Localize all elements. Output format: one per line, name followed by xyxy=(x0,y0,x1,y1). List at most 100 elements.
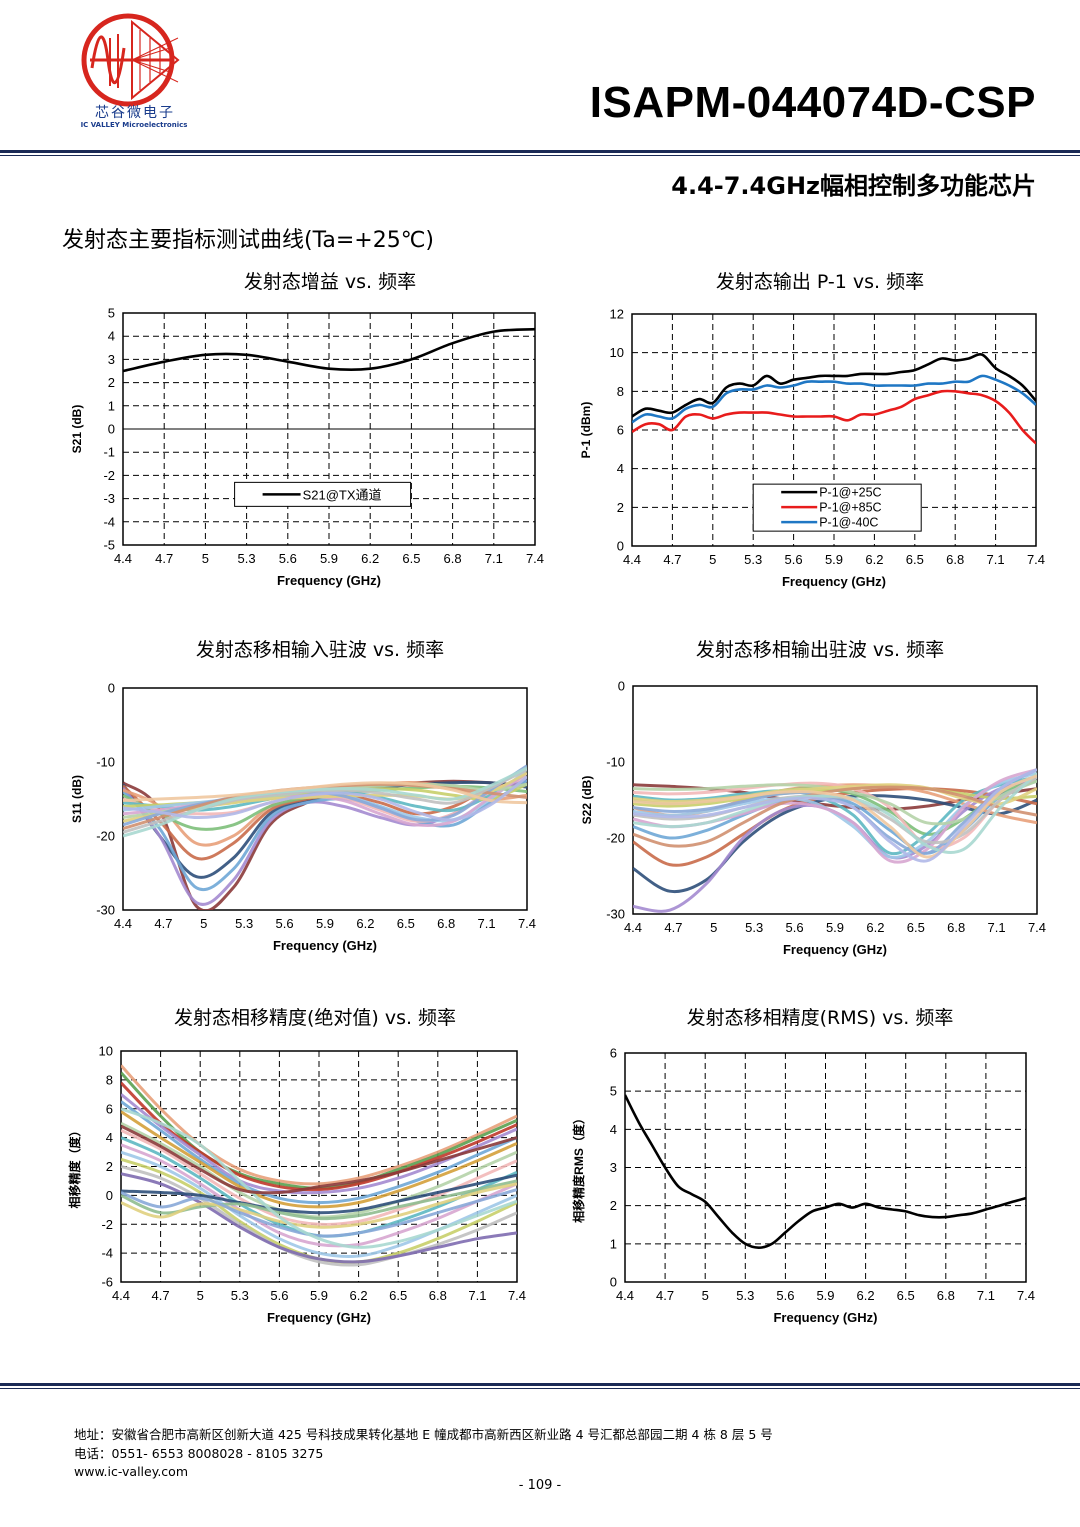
y-tick-label: 2 xyxy=(108,375,115,390)
chart-title-s11: 发射态移相输入驻波 vs. 频率 xyxy=(195,639,445,661)
footer-address: 地址：安徽省合肥市高新区创新大道 425 号科技成果转化基地 E 幢成都市高新西… xyxy=(74,1427,773,1442)
p1-chart: 4.4 4.7 5 5.3 5.6 5.9 6.2 6.5 6.8 7.1 7.4 0 2 4 6 8 10 12… xyxy=(579,307,1045,590)
x-tick-label: 6.5 xyxy=(402,551,420,566)
logo-chinese-name: 芯谷微电子 xyxy=(95,105,175,121)
legend-label: P-1@-40C xyxy=(819,516,878,530)
series-line xyxy=(632,352,1036,418)
series-line xyxy=(633,783,1037,806)
y-tick-label: 4 xyxy=(106,1130,113,1145)
y-tick-label: 1 xyxy=(610,1236,617,1251)
header-rule xyxy=(0,150,1080,153)
x-tick-label: 6.8 xyxy=(946,552,964,567)
document-subtitle: 4.4-7.4GHz幅相控制多功能芯片 xyxy=(671,172,1036,200)
series-group xyxy=(632,352,1036,445)
chart-title-p1: 发射态输出 P-1 vs. 频率 xyxy=(715,271,925,293)
x-tick-label: 5 xyxy=(202,551,209,566)
series-line xyxy=(121,1182,517,1229)
series-line xyxy=(123,766,527,838)
footer-rule-thin xyxy=(0,1388,1080,1389)
x-tick-label: 6.2 xyxy=(356,916,374,931)
legend-label: S21@TX通道 xyxy=(303,487,382,502)
x-tick-label: 4.4 xyxy=(616,1288,634,1303)
x-tick-label: 5.3 xyxy=(745,920,763,935)
y-tick-label: 12 xyxy=(610,307,624,322)
x-tick-label: 4.4 xyxy=(114,916,132,931)
series-line xyxy=(123,775,527,822)
y-tick-label: -2 xyxy=(103,468,115,483)
page-number: - 109 - xyxy=(518,1478,562,1493)
y-tick-label: 6 xyxy=(106,1101,113,1116)
series-line xyxy=(633,785,1037,848)
series-group xyxy=(121,1064,517,1267)
y-tick-label: 4 xyxy=(610,1122,617,1137)
series-line xyxy=(121,1081,517,1192)
series-line xyxy=(121,1100,517,1205)
y-axis-label: S11 (dB) xyxy=(70,775,84,823)
phase-rms-chart: 4.4 4.7 5 5.3 5.6 5.9 6.2 6.5 6.8 7.1 7.4 0 1 2 3 4 5 6 Fr… xyxy=(571,1046,1035,1326)
series-line xyxy=(121,1107,517,1249)
y-tick-label: -30 xyxy=(606,907,625,922)
series-group xyxy=(633,768,1037,913)
footer-contact: 地址：安徽省合肥市高新区创新大道 425 号科技成果转化基地 E 幢成都市高新西… xyxy=(74,1426,773,1482)
x-tick-label: 5 xyxy=(200,916,207,931)
series-line xyxy=(123,781,527,805)
series-group xyxy=(123,327,535,373)
x-tick-label: 5.9 xyxy=(316,916,334,931)
y-tick-label: -5 xyxy=(103,538,115,553)
s22-chart: 4.4 4.7 5 5.3 5.6 5.9 6.2 6.5 6.8 7.1 7.4 -30 -20 -10… xyxy=(580,679,1046,958)
x-axis-label: Frequency (GHz) xyxy=(782,574,886,589)
x-tick-label: 4.4 xyxy=(112,1288,130,1303)
x-tick-label: 5.3 xyxy=(235,916,253,931)
x-tick-label: 5.9 xyxy=(816,1288,834,1303)
series-line xyxy=(632,374,1036,424)
x-tick-label: 7.1 xyxy=(988,920,1006,935)
phase-abs-chart: 4.4 4.7 5 5.3 5.6 5.9 6.2 6.5 6.8 7.1 7.4 -6 -4 -2 0 2 4… xyxy=(67,1044,526,1326)
x-tick-label: 7.4 xyxy=(1028,920,1046,935)
x-axis-label: Frequency (GHz) xyxy=(773,1310,877,1325)
x-tick-label: 7.4 xyxy=(518,916,536,931)
y-tick-label: -2 xyxy=(101,1217,113,1232)
series-group xyxy=(625,1094,1026,1249)
y-tick-label: -10 xyxy=(606,755,625,770)
section-title: 发射态主要指标测试曲线(Ta=+25℃) xyxy=(62,228,435,253)
x-tick-label: 6.8 xyxy=(429,1288,447,1303)
y-tick-label: 5 xyxy=(108,306,115,321)
series-line xyxy=(121,1143,517,1248)
x-tick-label: 6.8 xyxy=(437,916,455,931)
x-tick-label: 4.7 xyxy=(664,920,682,935)
x-tick-label: 5.3 xyxy=(231,1288,249,1303)
series-line xyxy=(121,1165,517,1267)
x-tick-label: 5.3 xyxy=(736,1288,754,1303)
chart-title-s22: 发射态移相输出驻波 vs. 频率 xyxy=(695,639,945,661)
legend-label: P-1@+85C xyxy=(819,501,881,515)
x-tick-label: 4.7 xyxy=(152,1288,170,1303)
x-tick-label: 6.2 xyxy=(865,552,883,567)
y-tick-label: 2 xyxy=(617,500,624,515)
s11-chart: 4.4 4.7 5 5.3 5.6 5.9 6.2 6.5 6.8 7.1 7.4 -30 -20 -10… xyxy=(70,681,536,954)
y-tick-label: -10 xyxy=(96,755,115,770)
x-tick-label: 5 xyxy=(709,552,716,567)
header-rule-thin xyxy=(0,155,1080,156)
x-tick-label: 6.8 xyxy=(937,1288,955,1303)
x-tick-label: 5.9 xyxy=(825,552,843,567)
series-line xyxy=(633,774,1037,859)
x-tick-label: 5.6 xyxy=(270,1288,288,1303)
x-tick-label: 4.7 xyxy=(154,916,172,931)
x-tick-label: 5.9 xyxy=(826,920,844,935)
y-tick-label: 4 xyxy=(617,461,624,476)
x-tick-label: 6.2 xyxy=(866,920,884,935)
series-line xyxy=(121,1124,517,1195)
chart-title-phase-abs: 发射态相移精度(绝对值) vs. 频率 xyxy=(173,1007,457,1029)
y-tick-label: -6 xyxy=(101,1275,113,1290)
x-tick-label: 5.6 xyxy=(276,916,294,931)
chart-title-gain: 发射态增益 vs. 频率 xyxy=(243,271,417,293)
series-line xyxy=(123,779,527,891)
y-tick-label: -1 xyxy=(103,445,115,460)
y-tick-label: 5 xyxy=(610,1084,617,1099)
y-tick-label: 10 xyxy=(610,345,624,360)
series-line xyxy=(633,768,1037,863)
footer-website[interactable]: www.ic-valley.com xyxy=(74,1464,188,1479)
series-line xyxy=(121,1173,517,1215)
x-tick-label: 4.4 xyxy=(623,552,641,567)
company-logo xyxy=(81,13,180,107)
